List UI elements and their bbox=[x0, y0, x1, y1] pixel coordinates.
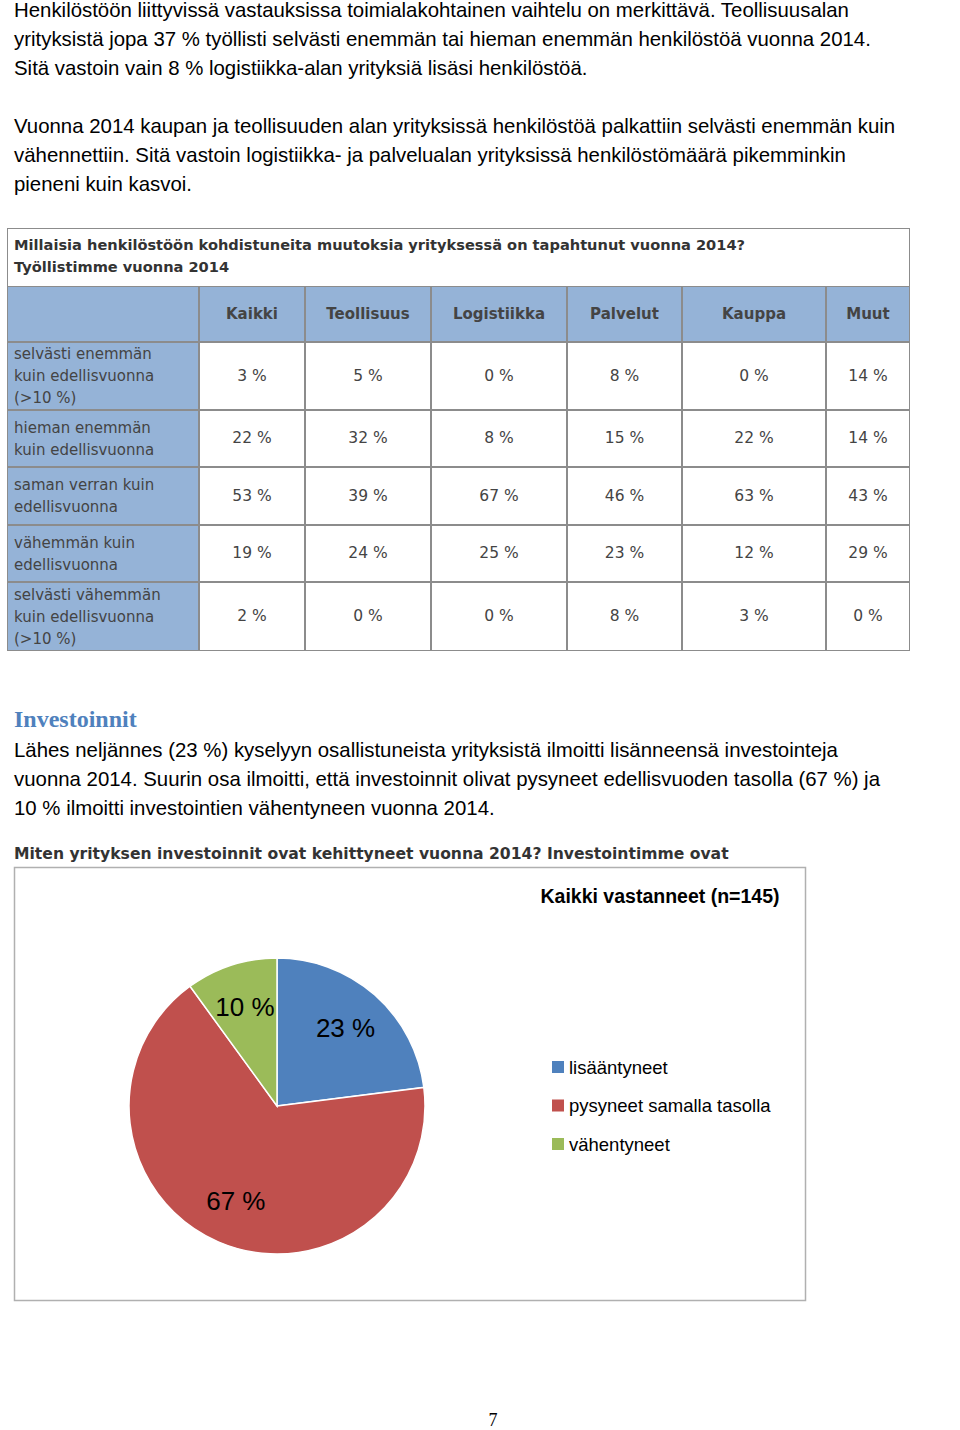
table-row-label: edellisvuonna bbox=[14, 554, 118, 576]
table-cell-text: 3 % bbox=[199, 342, 305, 410]
table-cell-text: 19 % bbox=[199, 525, 305, 582]
table-cell-text: 0 % bbox=[305, 582, 431, 651]
data-label: 10 % bbox=[215, 992, 274, 1022]
table-cell-text: 46 % bbox=[567, 467, 682, 525]
data-label: 23 % bbox=[316, 1013, 375, 1043]
table-header-text: Palvelut bbox=[567, 286, 682, 342]
table-row-label: (>10 %) bbox=[14, 628, 76, 650]
paragraph-line: Vuonna 2014 kaupan ja teollisuuden alan … bbox=[14, 112, 895, 140]
section-line: 10 % ilmoitti investointien vähentyneen … bbox=[14, 794, 495, 822]
table-cell-text: 39 % bbox=[305, 467, 431, 525]
table-cell-text: 67 % bbox=[431, 467, 567, 525]
legend-label: pysyneet samalla tasolla bbox=[569, 1095, 771, 1116]
table-cell-text: 8 % bbox=[431, 410, 567, 467]
table-cell-text: 0 % bbox=[431, 342, 567, 410]
table-header-text: Teollisuus bbox=[305, 286, 431, 342]
paragraph-line: pieneni kuin kasvoi. bbox=[14, 170, 192, 198]
table-row-label: kuin edellisvuonna bbox=[14, 439, 154, 461]
table-cell-text: 15 % bbox=[567, 410, 682, 467]
table-cell-text: 24 % bbox=[305, 525, 431, 582]
table-row-label: hieman enemmän bbox=[14, 417, 151, 439]
table-row-label: saman verran kuin bbox=[14, 474, 154, 496]
section-line: vuonna 2014. Suurin osa ilmoitti, että i… bbox=[14, 765, 880, 793]
table-header-text: Kauppa bbox=[682, 286, 826, 342]
table-row-label: selvästi enemmän bbox=[14, 343, 152, 365]
table-row-label: selvästi vähemmän bbox=[14, 584, 161, 606]
table-cell-text: 5 % bbox=[305, 342, 431, 410]
chart-svg: Kaikki vastanneet (n=145)23 %67 %10 %lis… bbox=[0, 0, 960, 1430]
table-caption: Työllistimme vuonna 2014 bbox=[14, 257, 229, 277]
table-row-label: kuin edellisvuonna bbox=[14, 365, 154, 387]
chart-frame bbox=[15, 868, 806, 1301]
page-number: 7 bbox=[480, 1408, 506, 1430]
table-cell-text: 23 % bbox=[567, 525, 682, 582]
section-heading: Investoinnit bbox=[14, 704, 137, 734]
table-cell-text: 32 % bbox=[305, 410, 431, 467]
paragraph-line: yrityksistä jopa 37 % työllisti selvästi… bbox=[14, 25, 871, 53]
table-cell-text: 63 % bbox=[682, 467, 826, 525]
legend-label: lisääntyneet bbox=[569, 1057, 668, 1078]
table-cell-text: 25 % bbox=[431, 525, 567, 582]
legend-swatch bbox=[552, 1138, 564, 1150]
table-row-label: edellisvuonna bbox=[14, 496, 118, 518]
table-header-text: Muut bbox=[826, 286, 910, 342]
table-cell-text: 14 % bbox=[826, 342, 910, 410]
legend-label: vähentyneet bbox=[569, 1134, 670, 1155]
table-header-text: Logistiikka bbox=[431, 286, 567, 342]
table-header-text: Kaikki bbox=[199, 286, 305, 342]
paragraph-line: vähennettiin. Sitä vastoin logistiikka- … bbox=[14, 141, 846, 169]
table-cell-text: 12 % bbox=[682, 525, 826, 582]
table-cell-text: 43 % bbox=[826, 467, 910, 525]
chart-caption: Miten yrityksen investoinnit ovat kehitt… bbox=[14, 844, 729, 864]
table-cell-text: 22 % bbox=[199, 410, 305, 467]
table-caption: Millaisia henkilöstöön kohdistuneita muu… bbox=[14, 235, 745, 255]
table-header-corner bbox=[7, 286, 199, 342]
table-cell-text: 22 % bbox=[682, 410, 826, 467]
table-cell-text: 29 % bbox=[826, 525, 910, 582]
table-row-label: kuin edellisvuonna bbox=[14, 606, 154, 628]
table-cell-text: 0 % bbox=[682, 342, 826, 410]
table-row-label: (>10 %) bbox=[14, 387, 76, 409]
paragraph-line: Sitä vastoin vain 8 % logistiikka-alan y… bbox=[14, 54, 587, 82]
legend-swatch bbox=[552, 1100, 564, 1112]
table-cell-text: 53 % bbox=[199, 467, 305, 525]
table-cell-text: 0 % bbox=[826, 582, 910, 651]
data-label: 67 % bbox=[206, 1186, 265, 1216]
table-cell-text: 8 % bbox=[567, 582, 682, 651]
table-cell-text: 3 % bbox=[682, 582, 826, 651]
section-line: Lähes neljännes (23 %) kyselyyn osallist… bbox=[14, 736, 838, 764]
table-cell-text: 14 % bbox=[826, 410, 910, 467]
table-cell-text: 0 % bbox=[431, 582, 567, 651]
pie-slice bbox=[277, 958, 424, 1106]
legend-swatch bbox=[552, 1061, 564, 1073]
table-cell-text: 8 % bbox=[567, 342, 682, 410]
chart-title: Kaikki vastanneet (n=145) bbox=[541, 885, 780, 907]
table-row-label: vähemmän kuin bbox=[14, 532, 135, 554]
paragraph-line: Henkilöstöön liittyvissä vastauksissa to… bbox=[14, 0, 849, 24]
pie-slice bbox=[190, 958, 277, 1106]
table-cell-text: 2 % bbox=[199, 582, 305, 651]
